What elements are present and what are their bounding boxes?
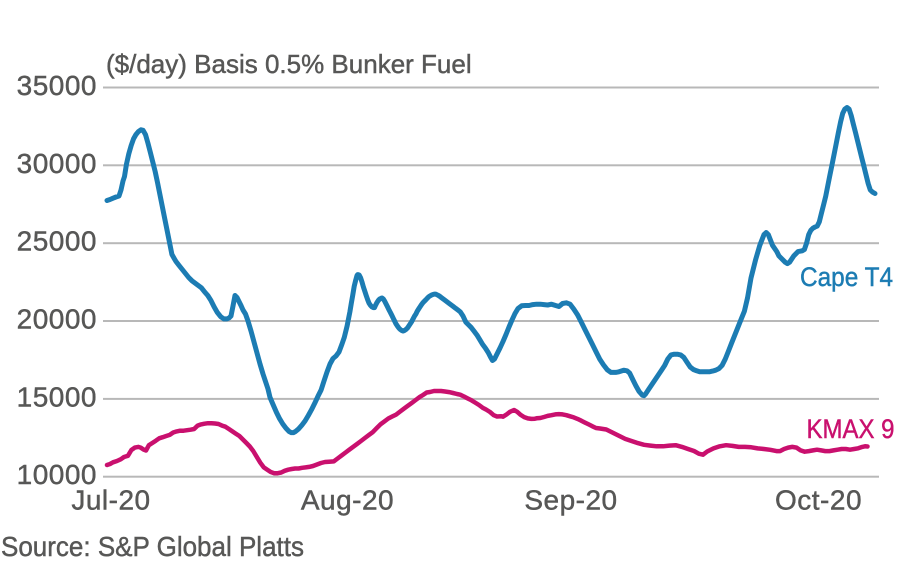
svg-text:Sep-20: Sep-20: [524, 485, 617, 516]
svg-text:Oct-20: Oct-20: [775, 485, 862, 516]
svg-text:Cape T4: Cape T4: [800, 262, 893, 292]
svg-text:KMAX 9: KMAX 9: [807, 414, 895, 444]
svg-text:Aug-20: Aug-20: [301, 485, 394, 516]
svg-text:Jul-20: Jul-20: [71, 485, 150, 516]
svg-text:25000: 25000: [17, 226, 97, 257]
svg-text:30000: 30000: [17, 148, 97, 179]
svg-text:Source: S&P Global Platts: Source: S&P Global Platts: [1, 531, 304, 562]
svg-text:35000: 35000: [17, 70, 97, 101]
svg-text:10000: 10000: [17, 459, 97, 490]
svg-text:($/day) Basis 0.5% Bunker Fuel: ($/day) Basis 0.5% Bunker Fuel: [106, 49, 472, 79]
svg-text:15000: 15000: [17, 381, 97, 412]
svg-text:20000: 20000: [17, 304, 97, 335]
